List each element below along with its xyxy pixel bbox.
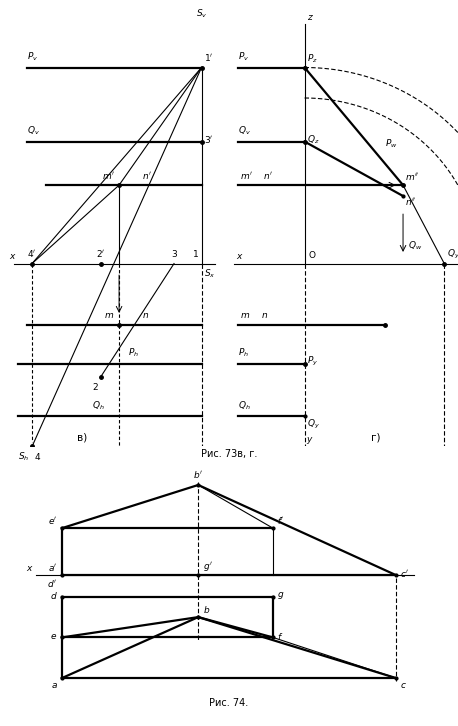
Text: $P_w$: $P_w$	[385, 137, 398, 150]
Text: $d$: $d$	[50, 590, 58, 601]
Text: $Q_w$: $Q_w$	[408, 240, 422, 253]
Text: $Q_h$: $Q_h$	[92, 399, 104, 412]
Text: $m'$: $m'$	[102, 170, 114, 181]
Text: $n$: $n$	[142, 311, 149, 320]
Text: $b'$: $b'$	[193, 469, 203, 480]
Text: $b$: $b$	[202, 603, 210, 614]
Text: $a'$: $a'$	[48, 562, 58, 573]
Text: $P_z$: $P_z$	[307, 53, 318, 65]
Text: $2'$: $2'$	[96, 248, 105, 259]
Text: г): г)	[371, 432, 380, 442]
Text: $3'$: $3'$	[204, 134, 213, 145]
Text: $e'$: $e'$	[48, 515, 58, 526]
Text: $g$: $g$	[278, 590, 285, 601]
Text: x: x	[26, 563, 31, 573]
Text: $4$: $4$	[34, 451, 42, 462]
Text: $P_h$: $P_h$	[128, 347, 139, 359]
Text: $n$: $n$	[261, 311, 268, 320]
Text: $n''$: $n''$	[405, 196, 417, 207]
Text: $d'$: $d'$	[48, 578, 58, 589]
Text: $n'$: $n'$	[142, 170, 152, 181]
Text: $m'$: $m'$	[240, 170, 253, 181]
Text: $m''$: $m''$	[405, 171, 420, 182]
Text: $P_h$: $P_h$	[238, 347, 249, 359]
Text: $Q_z$: $Q_z$	[307, 133, 319, 146]
Text: $c$: $c$	[400, 681, 407, 690]
Text: $S_v$: $S_v$	[196, 7, 207, 20]
Text: $4'$: $4'$	[27, 248, 37, 259]
Text: $S_x$: $S_x$	[204, 268, 215, 280]
Text: $P_v$: $P_v$	[238, 51, 250, 63]
Text: $f$: $f$	[278, 631, 284, 642]
Text: $c'$: $c'$	[400, 568, 409, 579]
Text: $Q_y$: $Q_y$	[307, 418, 320, 431]
Text: $Q_v$: $Q_v$	[238, 125, 251, 137]
Text: $n'$: $n'$	[263, 170, 273, 181]
Text: $m$: $m$	[104, 311, 114, 320]
Text: Рис. 74.: Рис. 74.	[209, 698, 249, 708]
Text: $Q_h$: $Q_h$	[238, 399, 251, 412]
Text: O: O	[308, 251, 315, 260]
Text: $1'$: $1'$	[204, 52, 213, 63]
Text: $S_h$: $S_h$	[18, 451, 30, 463]
Text: $3$: $3$	[170, 248, 178, 259]
Text: $P_v$: $P_v$	[27, 51, 39, 63]
Text: $f'$: $f'$	[278, 515, 285, 526]
Text: $1$: $1$	[192, 248, 199, 259]
Text: x: x	[236, 253, 241, 261]
Text: $P_y$: $P_y$	[307, 355, 318, 368]
Text: $m$: $m$	[240, 311, 251, 320]
Text: z: z	[307, 13, 311, 22]
Text: $Q_y$: $Q_y$	[447, 248, 458, 261]
Text: $2$: $2$	[92, 381, 98, 392]
Text: $e$: $e$	[50, 632, 58, 640]
Text: $Q_v$: $Q_v$	[27, 125, 40, 137]
Text: $g'$: $g'$	[202, 560, 213, 573]
Text: y: y	[306, 436, 311, 444]
Text: $a$: $a$	[50, 681, 58, 690]
Text: x: x	[9, 253, 15, 261]
Text: Рис. 73в, г.: Рис. 73в, г.	[201, 449, 257, 459]
Text: в): в)	[77, 432, 87, 442]
